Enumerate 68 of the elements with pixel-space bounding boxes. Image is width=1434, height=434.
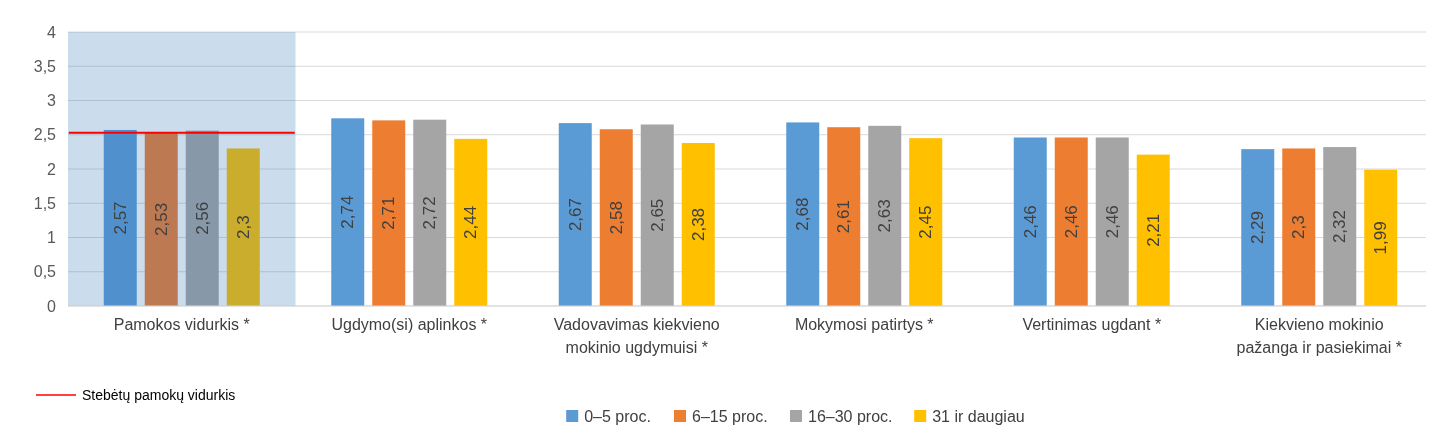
x-tick-label: Pamokos vidurkis * [113, 316, 250, 333]
bar [226, 148, 260, 306]
data-label: 2,3 [1289, 215, 1309, 240]
data-label: 2,74 [338, 195, 358, 229]
bar [1323, 147, 1357, 306]
data-label: 2,38 [688, 207, 708, 242]
y-tick-label: 3 [47, 92, 57, 109]
legend-label: 0–5 proc. [584, 407, 651, 425]
bar [909, 138, 943, 306]
data-label: 2,45 [916, 205, 936, 239]
data-label: 2,29 [1248, 211, 1268, 245]
y-tick-label: 0 [47, 297, 57, 315]
bar [1054, 137, 1088, 306]
bar [1282, 148, 1316, 306]
bar [331, 118, 365, 306]
y-tick-label: 2,5 [33, 126, 57, 144]
x-tick-label: Mokymosi patirtys * [794, 316, 934, 333]
bar [868, 125, 902, 306]
bar [599, 129, 633, 306]
x-tick-label: Vadovavimas kiekvieno mokinio ugdymuisi * [553, 316, 720, 356]
data-label: 2,46 [1020, 205, 1040, 239]
bar [144, 132, 178, 306]
y-tick-label: 1 [47, 229, 57, 246]
data-label: 1,99 [1371, 221, 1391, 255]
bar [827, 127, 861, 306]
data-label: 2,46 [1102, 205, 1122, 239]
bar [372, 120, 406, 306]
bar [558, 123, 592, 306]
data-label: 2,61 [834, 200, 854, 234]
bar [1136, 154, 1170, 306]
data-label: 2,65 [647, 198, 667, 232]
legend-label: 6–15 proc. [692, 407, 768, 425]
x-tick-label: Vertinimas ugdant * [1022, 316, 1162, 333]
bar [1013, 137, 1047, 306]
data-label: 2,46 [1061, 205, 1081, 239]
data-label: 2,57 [110, 201, 130, 235]
bar [1241, 149, 1275, 306]
data-label: 2,3 [233, 215, 253, 240]
legend-label: 31 ir daugiau [932, 407, 1025, 425]
bar [454, 138, 488, 306]
x-tick-label: Ugdymo(si) aplinkos * [331, 316, 488, 333]
data-label: 2,44 [461, 205, 481, 239]
legend-label: Stebėtų pamokų vidurkis [82, 387, 236, 403]
x-tick-label: Kiekvieno mokinio pažanga ir pasiekimai * [1236, 316, 1402, 356]
bar [640, 124, 674, 306]
y-tick-label: 3,5 [33, 57, 57, 75]
data-label: 2,67 [565, 198, 585, 232]
bar [786, 122, 820, 306]
data-label: 2,68 [793, 197, 813, 231]
bar [103, 129, 137, 306]
data-label: 2,21 [1143, 213, 1163, 247]
bar [1364, 169, 1398, 306]
data-label: 2,72 [420, 196, 440, 230]
bar [681, 142, 715, 306]
y-tick-label: 0,5 [33, 263, 57, 281]
data-label: 2,32 [1330, 209, 1350, 244]
legend-label: 16–30 proc. [808, 407, 893, 425]
data-label: 2,56 [192, 201, 212, 235]
bar [1095, 137, 1129, 306]
y-tick-label: 4 [47, 23, 57, 41]
bar [185, 130, 219, 306]
bar [413, 119, 447, 306]
data-label: 2,53 [151, 202, 171, 236]
data-label: 2,71 [379, 196, 399, 230]
data-label: 2,58 [606, 201, 626, 235]
y-tick-label: 1,5 [33, 194, 57, 212]
data-label: 2,63 [875, 199, 895, 233]
y-tick-label: 2 [47, 160, 57, 178]
